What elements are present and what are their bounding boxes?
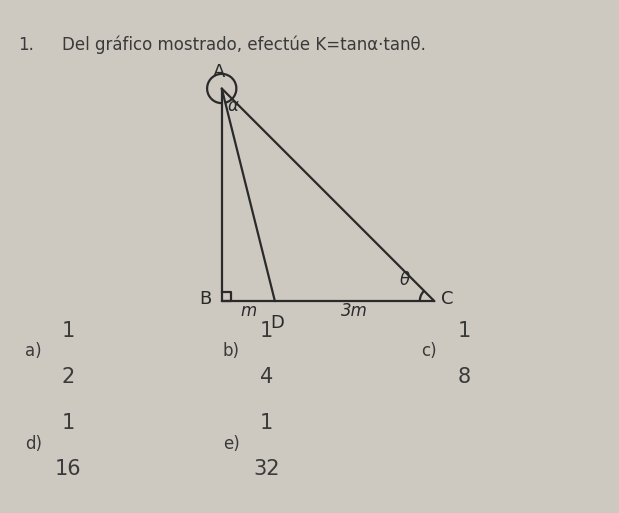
Text: 32: 32 [253,460,279,479]
Text: m: m [240,302,256,320]
Text: B: B [200,289,212,307]
Text: A: A [213,63,225,81]
Text: 16: 16 [54,460,82,479]
Text: θ: θ [400,271,410,289]
Text: b): b) [223,342,240,361]
Text: c): c) [421,342,436,361]
Text: α: α [228,97,239,115]
Text: 3m: 3m [341,302,368,320]
Text: D: D [271,314,285,332]
Text: 4: 4 [259,367,273,387]
Text: 8: 8 [457,367,471,387]
Text: e): e) [223,435,240,453]
Text: a): a) [25,342,41,361]
Text: 1: 1 [457,321,471,341]
Text: C: C [441,289,454,307]
Text: 1: 1 [259,413,273,433]
Text: d): d) [25,435,41,453]
Text: Del gráfico mostrado, efectúe K=tanα·tanθ.: Del gráfico mostrado, efectúe K=tanα·tan… [62,36,426,54]
Text: 2: 2 [61,367,75,387]
Text: 1: 1 [61,413,75,433]
Text: 1: 1 [259,321,273,341]
Text: 1: 1 [61,321,75,341]
Text: 1.: 1. [19,36,35,54]
